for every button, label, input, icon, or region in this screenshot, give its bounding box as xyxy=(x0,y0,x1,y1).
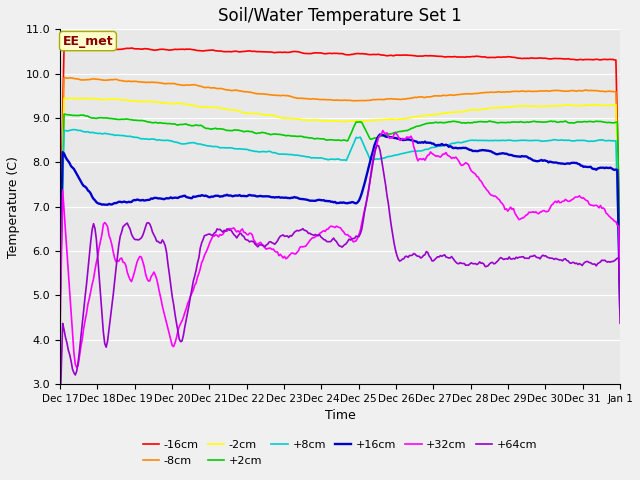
-16cm xyxy=(410,53,417,59)
+8cm xyxy=(279,151,287,157)
-2cm xyxy=(616,278,624,284)
+8cm xyxy=(56,293,64,299)
+16cm xyxy=(462,145,470,151)
-16cm xyxy=(56,246,64,252)
Line: -2cm: -2cm xyxy=(60,98,620,281)
-8cm xyxy=(125,78,132,84)
-16cm xyxy=(240,48,248,54)
+32cm xyxy=(56,340,64,346)
-8cm xyxy=(60,75,68,81)
+64cm xyxy=(124,220,131,226)
+8cm xyxy=(616,300,624,305)
+2cm xyxy=(56,312,64,318)
+64cm xyxy=(56,414,64,420)
+64cm xyxy=(465,263,472,268)
+16cm xyxy=(410,138,417,144)
+32cm xyxy=(125,273,132,279)
-8cm xyxy=(465,91,472,96)
Y-axis label: Temperature (C): Temperature (C) xyxy=(7,156,20,258)
+64cm xyxy=(462,263,470,268)
-16cm xyxy=(125,46,132,51)
+64cm xyxy=(410,251,417,256)
+8cm xyxy=(465,138,472,144)
+64cm xyxy=(278,233,285,239)
-16cm xyxy=(616,253,624,259)
-8cm xyxy=(616,271,624,277)
-2cm xyxy=(279,115,287,121)
+16cm xyxy=(376,132,384,137)
Line: +64cm: +64cm xyxy=(60,145,620,417)
Text: EE_met: EE_met xyxy=(63,35,113,48)
+32cm xyxy=(379,128,387,133)
-16cm xyxy=(465,54,472,60)
+2cm xyxy=(410,125,417,131)
Title: Soil/Water Temperature Set 1: Soil/Water Temperature Set 1 xyxy=(218,7,462,25)
+16cm xyxy=(239,193,246,199)
Line: -8cm: -8cm xyxy=(60,78,620,274)
+32cm xyxy=(616,297,624,303)
+64cm xyxy=(616,320,624,326)
+32cm xyxy=(279,255,287,261)
-8cm xyxy=(240,89,248,95)
+8cm xyxy=(240,146,248,152)
+2cm xyxy=(465,120,472,126)
X-axis label: Time: Time xyxy=(324,409,355,422)
+64cm xyxy=(373,143,381,148)
-2cm xyxy=(240,110,248,116)
Line: -16cm: -16cm xyxy=(60,46,620,256)
+8cm xyxy=(410,148,417,154)
+64cm xyxy=(239,233,246,239)
+16cm xyxy=(56,294,64,300)
-16cm xyxy=(66,43,74,49)
-2cm xyxy=(125,97,132,103)
+32cm xyxy=(412,148,419,154)
Line: +8cm: +8cm xyxy=(60,130,620,302)
-2cm xyxy=(63,96,70,101)
-8cm xyxy=(56,263,64,269)
Line: +32cm: +32cm xyxy=(60,131,620,368)
+16cm xyxy=(616,306,624,312)
-8cm xyxy=(279,93,287,98)
-16cm xyxy=(279,49,287,55)
+2cm xyxy=(240,129,248,135)
+8cm xyxy=(462,139,470,144)
+2cm xyxy=(60,111,68,117)
+8cm xyxy=(70,127,77,132)
+2cm xyxy=(279,132,287,138)
-16cm xyxy=(462,54,470,60)
+32cm xyxy=(240,229,248,235)
+16cm xyxy=(465,146,472,152)
+8cm xyxy=(125,133,132,139)
+16cm xyxy=(278,194,285,200)
+32cm xyxy=(73,365,81,371)
+32cm xyxy=(466,165,474,171)
-2cm xyxy=(56,275,64,281)
-2cm xyxy=(462,108,470,114)
Line: +16cm: +16cm xyxy=(60,134,620,309)
+2cm xyxy=(616,250,624,256)
+2cm xyxy=(125,116,132,122)
+2cm xyxy=(462,120,470,126)
Line: +2cm: +2cm xyxy=(60,114,620,315)
+32cm xyxy=(463,161,471,167)
-2cm xyxy=(465,108,472,113)
-2cm xyxy=(410,114,417,120)
Legend: -16cm, -8cm, -2cm, +2cm, +8cm, +16cm, +32cm, +64cm: -16cm, -8cm, -2cm, +2cm, +8cm, +16cm, +3… xyxy=(138,436,541,470)
+16cm xyxy=(124,200,131,205)
-8cm xyxy=(462,91,470,96)
-8cm xyxy=(410,95,417,100)
